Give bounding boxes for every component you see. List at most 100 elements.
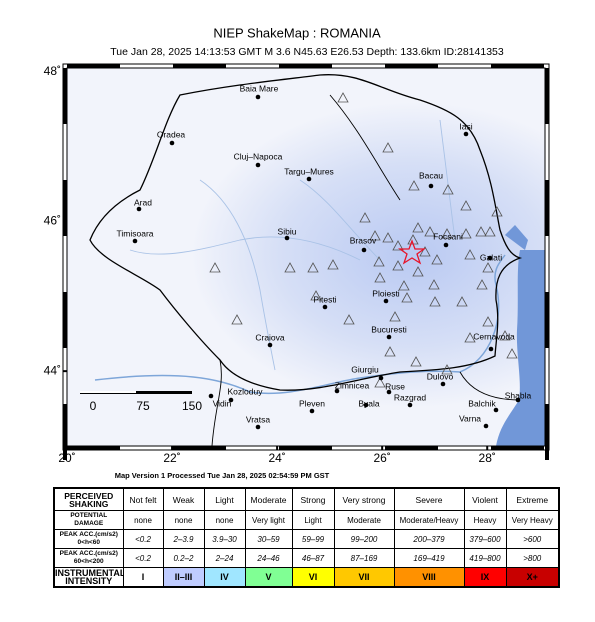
city-label: Shabla [505,390,532,400]
row-header: PEAK ACC.(cm/s2) 60<h<200 [53,548,124,568]
station [475,226,487,237]
city-label: Timisoara [117,228,154,238]
legend-cell: VI [291,567,335,588]
scale-label: 150 [182,399,202,413]
station [431,254,443,265]
frame-band [545,404,549,460]
frame-band [279,446,332,450]
station [482,262,494,273]
city-label: Focsani [433,231,463,241]
station [389,311,401,322]
city-dot [255,162,261,168]
scale-bar-segment [80,391,136,393]
station [374,272,386,283]
station [491,206,503,217]
frame-band [385,446,438,450]
city-dot [363,402,369,408]
legend-cell: 0.2–2 [162,548,205,568]
station [374,377,386,388]
scale-label: 75 [136,399,150,413]
x-tick-label: 28˚ [479,451,496,465]
city-dot [228,397,234,403]
station [464,332,476,343]
legend-cell: 87–169 [333,548,395,568]
station [310,290,322,301]
city-dot [483,423,489,429]
frame-band [545,180,549,236]
legend-cell: Strong [291,487,335,511]
row-header: PEAK ACC.(cm/s2) 0<h<60 [53,529,124,549]
station [408,180,420,191]
station [373,256,385,267]
station [442,184,454,195]
legend-cell: 59–99 [291,529,335,549]
station [327,259,339,270]
city-dot [208,393,214,399]
legend-cell: IV [203,567,246,588]
axis-ticks: 20˚ 22˚ 24˚ 26˚ 28˚ 44˚ 46˚ 48˚ [44,64,549,465]
legend-row: PEAK ACC.(cm/s2) 60<h<200 <0.2 0.2–2 2–24 24… [53,548,560,568]
station [424,226,436,237]
city-dot [334,388,340,394]
subtitle: Tue Jan 28, 2025 14:13:53 GMT M 3.6 N45.… [110,46,504,58]
city-label: Oradea [157,129,186,139]
station [476,279,488,290]
legend-cell: Very strong [333,487,395,511]
city-label: Dulovo [427,371,454,381]
legend-cell: <0.2 [122,548,164,568]
legend-cell: Very light [244,510,293,530]
legend-row: PERCEIVED SHAKING Not felt Weak Light Modera… [53,487,560,511]
frame-band [67,446,120,450]
city-dot [386,389,392,395]
legend-cell: X+ [505,567,560,588]
scale-bar: 0 75 150 [80,391,202,413]
legend-cell: Moderate/Heavy [393,510,465,530]
legend-cell: none [203,510,246,530]
station [392,260,404,271]
station [460,228,472,239]
legend-cell: II–III [162,567,205,588]
city-label: Iasi [459,121,472,131]
city-label: Cluj–Napoca [234,151,283,161]
station [482,316,494,327]
city-dot [488,346,494,352]
x-tick-label: 20˚ [58,451,75,465]
city-dot [386,334,392,340]
legend-cell: IX [463,567,507,588]
city-dot [169,140,175,146]
legend-cell: Moderate [244,487,293,511]
legend-cell: 2–24 [203,548,246,568]
x-tick-label: 24˚ [268,451,285,465]
intensity-legend: PERCEIVED SHAKING Not felt Weak Light Modera… [53,487,560,588]
epicenter [397,239,427,265]
city-dot [487,255,493,261]
station [359,212,371,223]
rivers [129,119,456,371]
legend-cell: Severe [393,487,465,511]
station [460,200,472,211]
legend-cell: Light [203,487,246,511]
x-tick-label: 22˚ [163,451,180,465]
legend-cell: Heavy [463,510,507,530]
frame-band [545,68,549,124]
romania-border [89,74,523,391]
borders [211,94,521,447]
station [441,228,453,239]
station [384,346,396,357]
row-header: POTENTIAL DAMAGE [53,510,124,530]
city-dot [383,298,389,304]
row-header: PERCEIVED SHAKING [53,487,124,511]
city-label: Balchik [468,398,496,408]
frame-band [63,68,67,124]
station [419,246,431,257]
y-tick-label: 44˚ [44,363,61,377]
city-label: Bacau [419,170,443,180]
legend-cell: 3.9–30 [203,529,246,549]
station [464,249,476,260]
station [382,142,394,153]
legend-cell: Light [291,510,335,530]
legend-cell: 379–600 [463,529,507,549]
legend-cell: Not felt [122,487,164,511]
station [401,292,413,303]
